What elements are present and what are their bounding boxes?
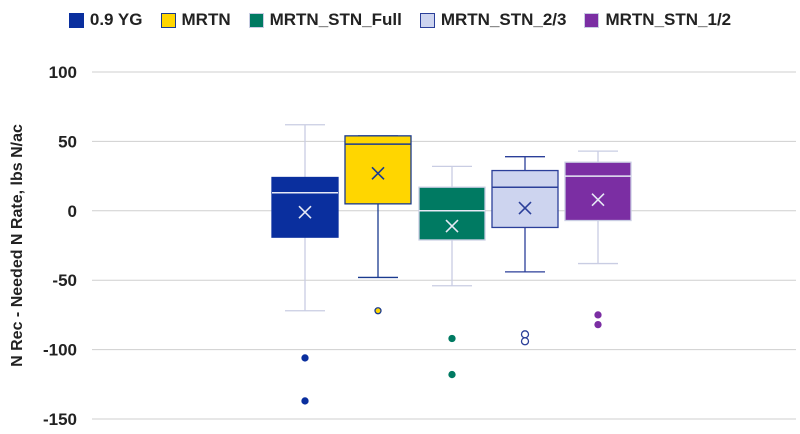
legend-item-3: MRTN_STN_2/3 bbox=[419, 10, 567, 30]
mean-marker-0 bbox=[298, 205, 312, 219]
legend-swatch-3 bbox=[419, 12, 435, 28]
y-axis-label: N Rec - Needed N Rate, lbs N/ac bbox=[9, 124, 26, 367]
box-0 bbox=[271, 176, 339, 238]
legend-item-0: 0.9 YG bbox=[68, 10, 143, 30]
legend-swatch-1 bbox=[160, 12, 176, 28]
outlier-0-0 bbox=[301, 354, 309, 362]
mean-marker-stroke-2-1 bbox=[445, 219, 459, 233]
y-tick-label-4: -100 bbox=[43, 341, 77, 360]
outlier-2-0 bbox=[448, 334, 456, 343]
mean-marker-3 bbox=[518, 201, 532, 215]
legend: 0.9 YG MRTN MRTN_STN_Full MRTN_STN_2/3 M… bbox=[0, 10, 800, 30]
mean-marker-4 bbox=[591, 193, 605, 207]
legend-swatch-2 bbox=[248, 12, 264, 28]
legend-swatch-0 bbox=[68, 12, 84, 28]
y-tick-label-3: -50 bbox=[52, 271, 77, 290]
box-2 bbox=[418, 186, 486, 241]
mean-marker-stroke-4-1 bbox=[591, 193, 605, 207]
mean-marker-stroke-1-1 bbox=[371, 166, 385, 180]
box-4 bbox=[564, 161, 632, 222]
y-tick-label-5: -150 bbox=[43, 410, 77, 429]
legend-label-3: MRTN_STN_2/3 bbox=[440, 10, 567, 29]
y-tick-label-0: 100 bbox=[49, 63, 77, 82]
legend-label-1: MRTN bbox=[181, 10, 231, 29]
mean-marker-1 bbox=[371, 166, 385, 180]
outlier-0-1 bbox=[301, 397, 309, 405]
mean-marker-stroke-3-1 bbox=[518, 201, 532, 215]
outlier-2-1 bbox=[448, 370, 456, 379]
legend-label-4: MRTN_STN_1/2 bbox=[605, 10, 732, 29]
outlier-4-1 bbox=[594, 320, 602, 329]
box-1 bbox=[344, 135, 412, 205]
legend-swatch-4 bbox=[584, 12, 600, 28]
box-3 bbox=[491, 169, 559, 229]
mean-marker-2 bbox=[445, 219, 459, 233]
legend-item-1: MRTN bbox=[160, 10, 231, 30]
outlier-1-0 bbox=[374, 307, 382, 315]
mean-marker-stroke-0-1 bbox=[298, 205, 312, 219]
y-tick-label-1: 50 bbox=[58, 132, 77, 151]
legend-item-4: MRTN_STN_1/2 bbox=[584, 10, 731, 30]
legend-label-0: 0.9 YG bbox=[89, 10, 143, 29]
legend-label-2: MRTN_STN_Full bbox=[269, 10, 402, 29]
outlier-4-0 bbox=[594, 311, 602, 319]
outlier-3-1 bbox=[520, 337, 530, 346]
legend-item-2: MRTN_STN_Full bbox=[248, 10, 402, 30]
outlier-3-0 bbox=[520, 330, 530, 339]
y-tick-label-2: 0 bbox=[68, 202, 77, 221]
